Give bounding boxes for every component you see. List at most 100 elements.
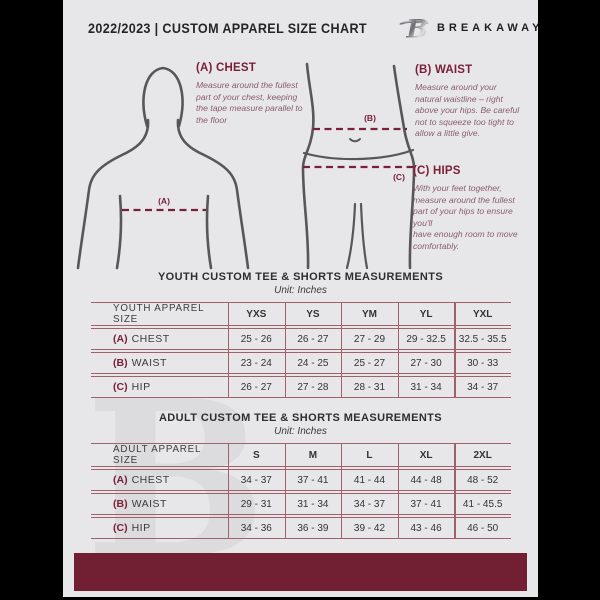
figure-lower-left-outline bbox=[301, 62, 315, 270]
row-label-cell: (A) CHEST bbox=[91, 470, 228, 490]
value-cell: 29 - 32.5 bbox=[406, 333, 446, 345]
row-label: HIP bbox=[131, 522, 151, 534]
youth-section: YOUTH CUSTOM TEE & SHORTS MEASUREMENTS U… bbox=[63, 271, 538, 400]
value-cell: 28 - 31 bbox=[353, 381, 386, 393]
header: 2022/2023 | CUSTOM APPAREL SIZE CHART B … bbox=[63, 0, 538, 56]
hips-instruction-text: With your feet together, measure around … bbox=[413, 183, 518, 251]
waist-instruction-text: Measure around your natural waistline – … bbox=[415, 82, 520, 139]
figure-right-inner-leg bbox=[359, 202, 369, 270]
row-prefix: (A) bbox=[113, 333, 128, 345]
youth-table-title: YOUTH CUSTOM TEE & SHORTS MEASUREMENTS bbox=[157, 271, 444, 283]
waist-instruction: (B) WAIST Measure around your natural wa… bbox=[415, 64, 523, 140]
value-cell: 46 - 50 bbox=[467, 522, 499, 534]
adult-section: ADULT CUSTOM TEE & SHORTS MEASUREMENTS U… bbox=[63, 412, 538, 541]
row-label: WAIST bbox=[131, 498, 167, 510]
chest-instruction: (A) CHEST Measure around the fullest par… bbox=[196, 62, 308, 126]
value-cell: 27 - 28 bbox=[297, 381, 329, 393]
value-cell: 27 - 29 bbox=[353, 333, 386, 345]
value-cell: 34 - 36 bbox=[240, 522, 272, 534]
row-prefix: (B) bbox=[113, 498, 128, 510]
column-header: S bbox=[252, 449, 260, 461]
column-header: YS bbox=[306, 308, 320, 320]
value-cell: 31 - 34 bbox=[297, 498, 329, 510]
table-header-row: ADULT APPAREL SIZE S M L XL 2XL bbox=[91, 443, 511, 467]
column-header: YM bbox=[361, 308, 377, 320]
row-label: CHEST bbox=[131, 474, 170, 486]
value-cell: 25 - 26 bbox=[240, 333, 272, 345]
value-cell: 29 - 31 bbox=[240, 498, 272, 510]
adult-table-unit: Unit: Inches bbox=[274, 426, 327, 437]
table-row: (C) HIP 26 - 27 27 - 28 28 - 31 31 - 34 3… bbox=[91, 376, 511, 398]
row-prefix: (B) bbox=[113, 357, 128, 369]
value-cell: 37 - 41 bbox=[410, 498, 442, 510]
figure-navel-mark bbox=[349, 138, 361, 143]
value-cell: 24 - 25 bbox=[297, 357, 329, 369]
figure-left-inner-leg bbox=[345, 202, 357, 270]
row-label: CHEST bbox=[131, 333, 170, 345]
value-cell: 41 - 45.5 bbox=[462, 498, 503, 510]
brand-name: BREAKAWAY bbox=[436, 22, 538, 34]
hips-instruction-heading: (C) HIPS bbox=[413, 165, 461, 177]
body-measurement-diagram: (A) (B) (C) bbox=[76, 62, 416, 270]
table-header-row: YOUTH APPAREL SIZE YXS YS YM YL YXL bbox=[91, 302, 511, 326]
column-header: L bbox=[366, 449, 373, 461]
logo-letter: B bbox=[405, 13, 427, 43]
table-row: (A) CHEST 25 - 26 26 - 27 27 - 29 29 - 32… bbox=[91, 328, 511, 350]
figure-left-armpit-line bbox=[115, 194, 123, 270]
watermark-letter: B bbox=[85, 353, 267, 597]
value-cell: 30 - 33 bbox=[467, 357, 499, 369]
table-row: (C) HIP 34 - 36 36 - 39 39 - 42 43 - 46 4… bbox=[91, 517, 511, 539]
figure-right-shoulder-arm bbox=[176, 118, 250, 270]
size-chart-page: 2022/2023 | CUSTOM APPAREL SIZE CHART B … bbox=[63, 0, 538, 597]
row-label-cell: (B) WAIST bbox=[91, 353, 228, 373]
table-row: (B) WAIST 23 - 24 24 - 25 25 - 27 27 - 30… bbox=[91, 352, 511, 374]
row-label: WAIST bbox=[131, 357, 167, 369]
footer-accent-bar bbox=[74, 553, 527, 591]
value-cell: 41 - 44 bbox=[353, 474, 386, 486]
size-header-cell: YOUTH APPAREL SIZE bbox=[113, 303, 204, 325]
column-header: YXL bbox=[472, 308, 493, 320]
value-cell: 48 - 52 bbox=[467, 474, 499, 486]
value-cell: 34 - 37 bbox=[353, 498, 386, 510]
value-cell: 32.5 - 35.5 bbox=[458, 333, 507, 345]
marker-label-c: (C) bbox=[393, 172, 405, 182]
figure-lower-right-outline bbox=[392, 64, 416, 270]
marker-label-a: (A) bbox=[158, 196, 170, 206]
logo-swoosh bbox=[399, 20, 429, 26]
row-label-cell: (C) HIP bbox=[91, 518, 228, 538]
adult-size-table: ADULT APPAREL SIZE S M L XL 2XL (A) CHEST… bbox=[91, 443, 511, 539]
value-cell: 26 - 27 bbox=[240, 381, 272, 393]
youth-table-unit: Unit: Inches bbox=[274, 285, 327, 296]
figure-left-shoulder-arm bbox=[76, 118, 150, 270]
column-header: M bbox=[308, 449, 318, 461]
marker-label-b: (B) bbox=[364, 113, 376, 123]
value-cell: 27 - 30 bbox=[410, 357, 442, 369]
row-label-cell: (C) HIP bbox=[91, 377, 228, 397]
column-header: XL bbox=[419, 449, 433, 461]
value-cell: 25 - 27 bbox=[353, 357, 386, 369]
column-header: YXS bbox=[246, 308, 267, 320]
value-cell: 44 - 48 bbox=[410, 474, 442, 486]
page-title: 2022/2023 | CUSTOM APPAREL SIZE CHART bbox=[88, 20, 367, 36]
row-prefix: (C) bbox=[113, 522, 128, 534]
row-prefix: (C) bbox=[113, 381, 128, 393]
value-cell: 37 - 41 bbox=[297, 474, 329, 486]
table-row: (B) WAIST 29 - 31 31 - 34 34 - 37 37 - 41… bbox=[91, 493, 511, 515]
waist-instruction-heading: (B) WAIST bbox=[415, 64, 473, 76]
youth-size-table: YOUTH APPAREL SIZE YXS YS YM YL YXL (A) C… bbox=[91, 302, 511, 398]
figure-right-armpit-line bbox=[205, 194, 213, 270]
value-cell: 36 - 39 bbox=[297, 522, 329, 534]
value-cell: 23 - 24 bbox=[240, 357, 272, 369]
table-row: (A) CHEST 34 - 37 37 - 41 41 - 44 44 - 48… bbox=[91, 469, 511, 491]
row-label: HIP bbox=[131, 381, 151, 393]
value-cell: 26 - 27 bbox=[297, 333, 329, 345]
value-cell: 34 - 37 bbox=[467, 381, 499, 393]
row-prefix: (A) bbox=[113, 474, 128, 486]
figure-waistband-curve bbox=[302, 148, 415, 161]
column-header: YL bbox=[419, 308, 433, 320]
value-cell: 31 - 34 bbox=[410, 381, 442, 393]
column-header: 2XL bbox=[473, 449, 492, 461]
chest-instruction-heading: (A) CHEST bbox=[196, 62, 256, 74]
row-label-cell: (B) WAIST bbox=[91, 494, 228, 514]
